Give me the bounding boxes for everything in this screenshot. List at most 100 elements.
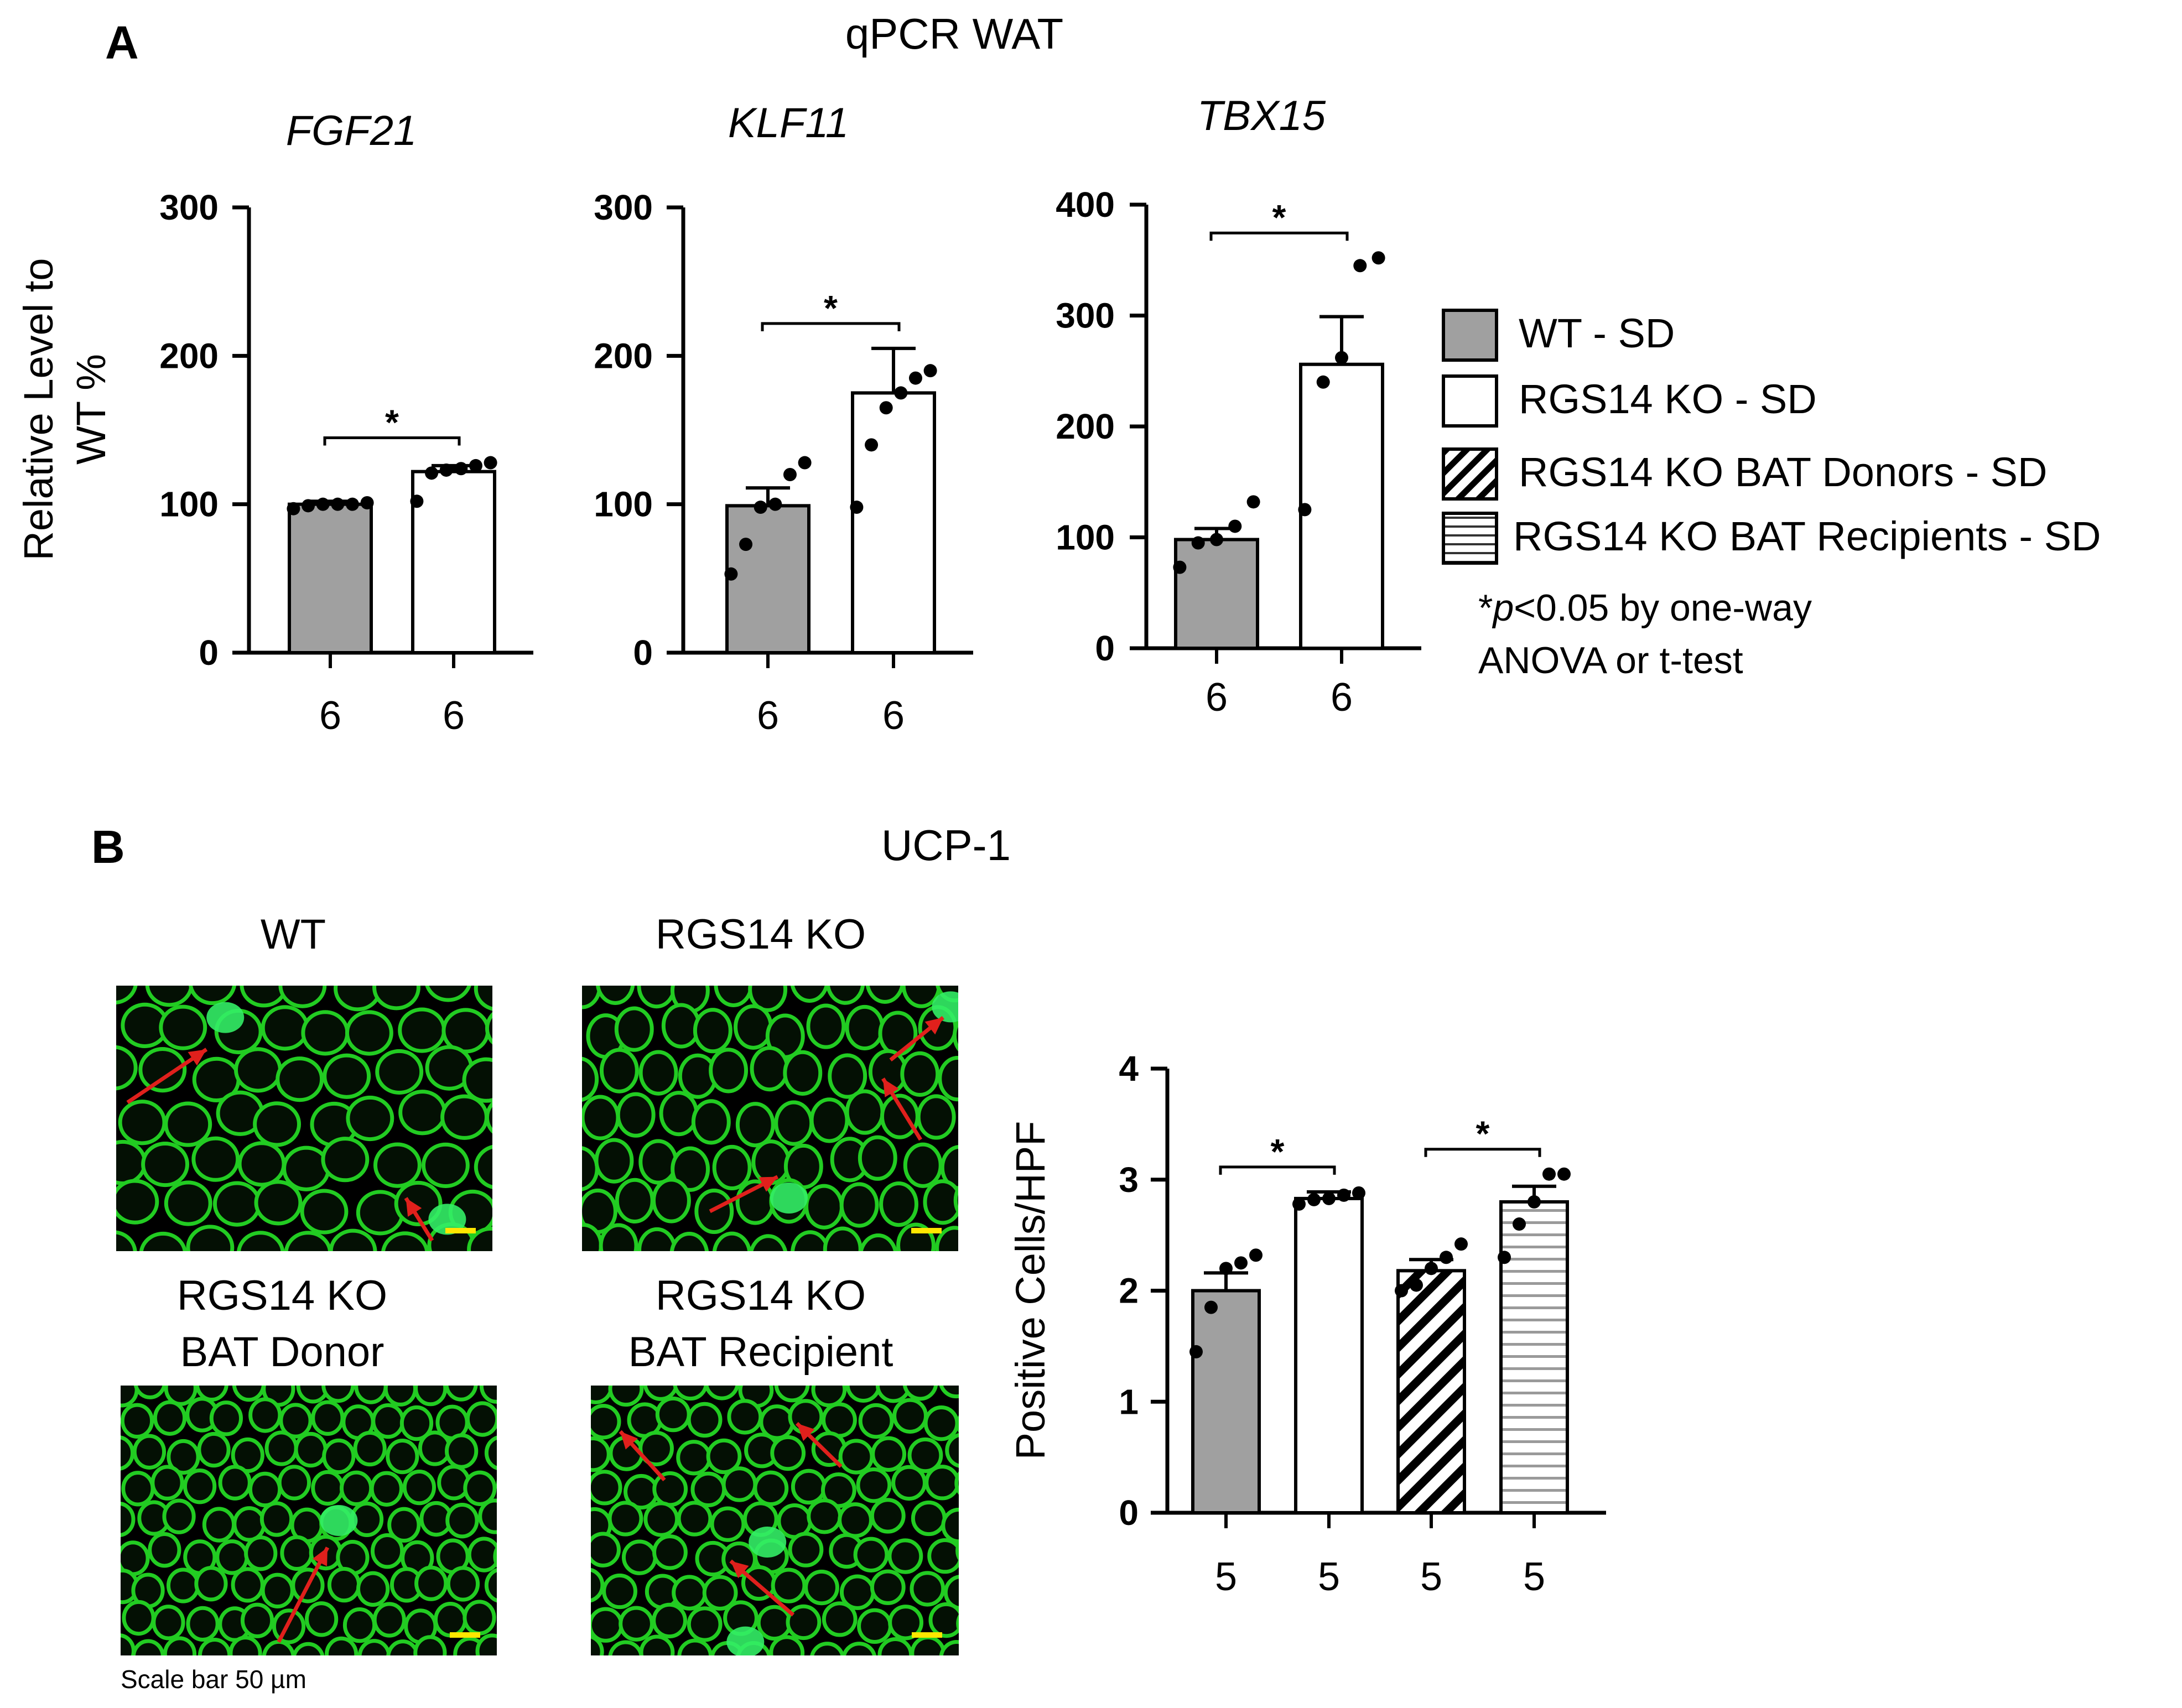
cell-outline (749, 1234, 788, 1251)
cell-outline (421, 1142, 470, 1189)
y-tick-label: 300 (159, 188, 219, 227)
data-point (1395, 1284, 1408, 1298)
cell-outline (116, 1139, 147, 1186)
cell-outline (865, 986, 905, 1004)
data-point (1352, 1186, 1365, 1200)
cell-outline (953, 1185, 958, 1215)
data-point (1219, 1262, 1233, 1275)
y-tick-label: 0 (199, 633, 219, 673)
cell-outline (857, 1608, 892, 1644)
cell-outline (945, 1433, 959, 1468)
y-tick-label: 200 (159, 336, 219, 376)
cell-outline (691, 1099, 731, 1145)
data-point (469, 459, 482, 472)
data-point (1513, 1217, 1526, 1231)
cell-outline (414, 1565, 448, 1601)
red-arrowhead (406, 1198, 422, 1217)
panel-b-letter: B (91, 821, 125, 873)
cell-outline (202, 1507, 236, 1543)
y-tick-label: 3 (1119, 1160, 1139, 1200)
cell-outline (693, 1008, 732, 1054)
cell-outline (195, 1386, 228, 1402)
significance-bracket (761, 322, 901, 331)
cell-outline (875, 1386, 911, 1403)
data-point (425, 466, 439, 480)
micrograph-donor (121, 1386, 497, 1655)
significance-bracket (1219, 1165, 1336, 1175)
chart-title: FGF21 (286, 107, 417, 154)
y-tick-label: 100 (594, 485, 653, 524)
red-arrowhead (924, 1017, 943, 1035)
cell-outline (790, 986, 829, 1003)
cell-outline (141, 1141, 190, 1188)
ucp1-positive-cell (206, 1002, 245, 1033)
cell-outline (116, 1045, 138, 1091)
cell-outline (927, 1538, 959, 1574)
cell-outline (345, 1010, 393, 1056)
cell-outline (806, 1003, 846, 1049)
cell-outline (116, 986, 138, 1005)
cell-outline (496, 1181, 541, 1223)
cell-outline (301, 1010, 350, 1056)
cell-outline (197, 1431, 231, 1468)
data-point (1322, 1191, 1336, 1205)
cell-outline (602, 1573, 637, 1610)
cell-outline (292, 1642, 325, 1655)
red-arrowhead (758, 1176, 778, 1192)
cell-outline (952, 1019, 958, 1051)
cell-outline (582, 986, 602, 1009)
micrograph-wt (116, 986, 541, 1251)
cell-outline (496, 1480, 497, 1490)
cell-outline (652, 1534, 688, 1570)
cell-outline (150, 1465, 184, 1501)
data-point (331, 497, 345, 511)
cell-outline (955, 1540, 959, 1561)
cell-outline (198, 1637, 232, 1655)
cell-outline (131, 1639, 165, 1655)
scale-bar (445, 1228, 476, 1233)
cell-outline (386, 1438, 419, 1475)
cell-outline (259, 1501, 294, 1537)
cell-outline (284, 1231, 333, 1251)
cell-outline (474, 1144, 492, 1189)
cell-outline (954, 1471, 959, 1495)
legend-swatch-wt (1442, 309, 1498, 362)
cell-outline (237, 1231, 285, 1251)
cell-outline (877, 1637, 913, 1655)
cell-outline (753, 1470, 789, 1506)
cell-outline (900, 1051, 940, 1097)
cell-outline (321, 1137, 370, 1183)
y-tick-label: 1 (1119, 1382, 1139, 1421)
cell-outline (811, 1386, 847, 1408)
cell-outline (591, 1607, 624, 1643)
n-label: 6 (319, 694, 341, 738)
cell-outline (903, 1142, 943, 1188)
cell-outline (791, 1469, 827, 1505)
cell-outline (248, 1397, 282, 1433)
cell-outline (923, 1179, 958, 1225)
cell-outline (809, 1097, 849, 1143)
significance-star: * (824, 288, 838, 328)
y-tick-label: 300 (1056, 296, 1115, 336)
cell-outline (939, 1386, 959, 1399)
cell-outline (373, 1142, 422, 1188)
data-point (1307, 1193, 1321, 1206)
significance-bracket (1209, 231, 1349, 241)
ucp1-positive-cell (770, 1183, 808, 1214)
cell-outline (444, 1386, 478, 1402)
cell-outline (607, 1501, 643, 1537)
cell-outline (706, 1438, 742, 1475)
data-point (1189, 1345, 1203, 1358)
panel-a-title: qPCR WAT (845, 9, 1063, 58)
micrograph-ko (582, 986, 958, 1251)
chart-title: KLF11 (728, 100, 849, 147)
cell-outline (687, 1606, 723, 1642)
cell-outline (774, 1386, 810, 1403)
cell-outline (279, 1403, 313, 1439)
n-label: 5 (1420, 1555, 1442, 1599)
cell-outline (329, 1228, 377, 1251)
cell-outline (615, 1178, 654, 1223)
panel-a-ylabel-line1: Relative Level to (15, 258, 61, 560)
cell-outline (591, 1634, 604, 1655)
cell-outline (474, 986, 492, 1011)
